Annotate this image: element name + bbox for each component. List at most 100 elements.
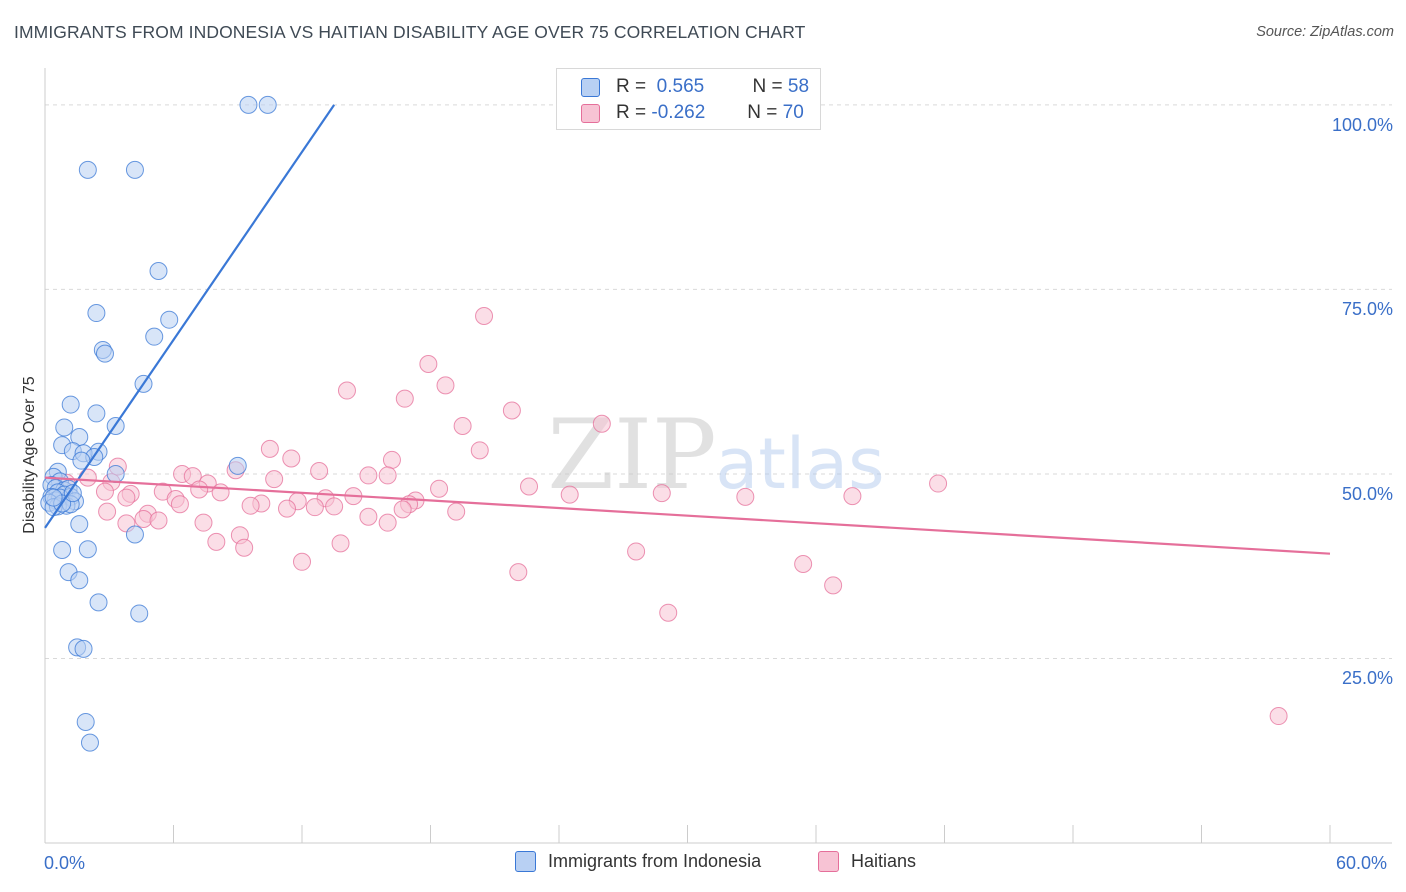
indonesia-point <box>87 404 106 423</box>
haitian-point <box>337 381 356 400</box>
bottom-legend-swatch-blue <box>515 851 536 872</box>
legend-row-indonesia: R = 0.565 N = 58 <box>581 75 809 99</box>
haitian-point <box>453 416 472 435</box>
y-axis-label: Disability Age Over 75 <box>21 376 38 534</box>
haitian-point <box>310 462 329 480</box>
haitian-point <box>382 450 401 469</box>
indonesia-point <box>70 571 89 590</box>
indonesia-point <box>95 344 114 363</box>
indonesia-point <box>63 484 82 503</box>
haitian-point <box>627 542 646 561</box>
haitian-point <box>659 603 678 622</box>
indonesia-point <box>74 639 93 658</box>
indonesia-point <box>78 540 97 559</box>
haitian-point <box>520 477 539 496</box>
legend-row-haitians: R = -0.262 N = 70 <box>581 101 804 125</box>
indonesia-point <box>130 604 149 623</box>
indonesia-point <box>160 310 179 329</box>
indonesia-point <box>53 540 72 559</box>
bottom-legend-swatch-pink <box>818 851 839 872</box>
haitian-point <box>211 483 230 502</box>
source-label: Source: ZipAtlas.com <box>1256 24 1394 40</box>
haitians-points <box>57 307 1288 726</box>
haitian-point <box>470 441 489 460</box>
indonesia-point <box>239 95 258 114</box>
haitian-point <box>260 439 279 458</box>
haitian-point <box>560 485 579 504</box>
haitian-point <box>509 563 528 582</box>
chart-title: IMMIGRANTS FROM INDONESIA VS HAITIAN DIS… <box>14 22 806 42</box>
legend-n-value: 58 <box>787 76 810 97</box>
haitian-point <box>736 487 755 506</box>
haitian-point <box>430 479 449 498</box>
axes <box>44 68 1392 844</box>
legend-r-value: -0.262 <box>651 102 706 123</box>
haitian-point <box>134 509 153 528</box>
correlation-legend: R = 0.565 N = 58 R = -0.262 N = 70 <box>556 68 821 130</box>
haitian-point <box>794 555 813 573</box>
haitian-point <box>241 496 260 515</box>
haitian-point <box>359 466 378 485</box>
bottom-legend-indonesia: Immigrants from Indonesia <box>515 851 761 872</box>
haitian-point <box>929 474 948 493</box>
y-tick-label: 100.0% <box>1331 114 1393 135</box>
bottom-legend-label: Immigrants from Indonesia <box>548 851 762 871</box>
indonesia-point <box>125 525 144 544</box>
bottom-legend-label: Haitians <box>851 851 917 871</box>
indonesia-point <box>125 160 144 179</box>
legend-swatch-blue <box>581 77 600 97</box>
haitian-point <box>282 449 301 468</box>
indonesia-point <box>145 327 164 346</box>
haitian-point <box>843 487 862 506</box>
indonesia-point <box>78 160 97 179</box>
haitian-point <box>393 500 412 519</box>
haitian-point <box>824 576 843 595</box>
legend-r-label: R = <box>616 76 647 97</box>
indonesia-point <box>87 304 106 323</box>
haitian-point <box>502 401 521 420</box>
haitian-point <box>278 499 297 518</box>
haitian-point <box>207 532 226 551</box>
indonesia-point <box>228 456 247 475</box>
haitian-point <box>194 513 213 532</box>
legend-r-value: 0.565 <box>656 76 705 97</box>
indonesia-point <box>70 515 89 534</box>
y-tick-label: 50.0% <box>1341 483 1393 504</box>
haitian-trendline <box>44 476 1331 555</box>
indonesia-point <box>61 395 80 414</box>
indonesia-points <box>40 95 277 752</box>
indonesia-point <box>89 593 108 612</box>
bottom-legend-haitians: Haitians <box>818 851 916 872</box>
haitian-point <box>592 414 611 433</box>
y-tick-label: 75.0% <box>1341 299 1393 320</box>
legend-swatch-pink <box>581 103 600 123</box>
haitian-point <box>235 538 254 557</box>
haitian-point <box>293 552 311 571</box>
haitian-point <box>170 495 189 514</box>
haitian-point <box>325 497 344 516</box>
indonesia-point <box>258 95 277 114</box>
haitian-point <box>1269 707 1288 726</box>
haitian-point <box>395 389 414 408</box>
haitian-point <box>652 484 671 503</box>
haitian-point <box>419 354 438 373</box>
haitian-point <box>98 502 117 521</box>
indonesia-point <box>80 733 99 752</box>
x-tick-label-min: 0.0% <box>44 853 86 873</box>
haitian-point <box>117 488 136 507</box>
haitian-point <box>475 307 494 325</box>
indonesia-point <box>149 261 168 280</box>
haitian-point <box>436 376 455 395</box>
indonesia-point <box>55 418 74 437</box>
haitian-point <box>305 498 324 517</box>
haitian-point <box>359 507 378 526</box>
haitian-point <box>447 502 466 521</box>
indonesia-point <box>44 488 63 507</box>
haitian-point <box>378 466 397 485</box>
haitian-point <box>190 480 209 499</box>
indonesia-trendline <box>44 104 336 529</box>
haitian-point <box>78 468 97 487</box>
legend-n-label: N = <box>747 102 778 123</box>
haitian-point <box>378 513 397 532</box>
